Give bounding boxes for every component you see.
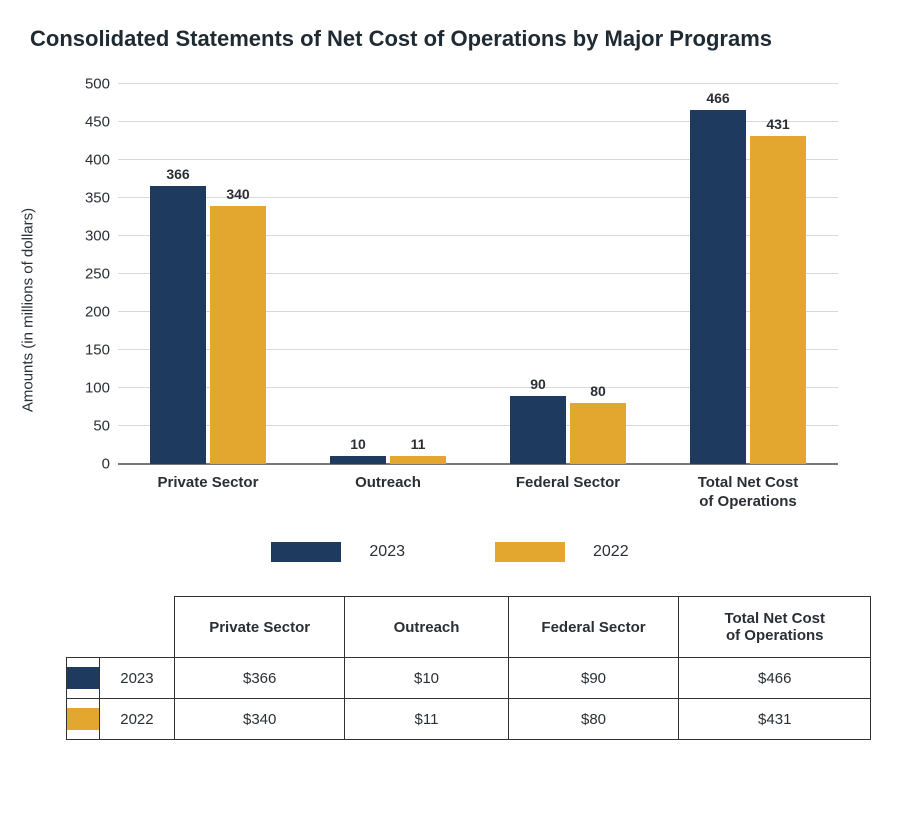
table-cell: $340 [174,699,345,740]
bar-value-label: 340 [226,186,249,206]
bar-chart: Amounts (in millions of dollars) 0501001… [40,70,860,550]
gridline [118,83,838,84]
bar: 340 [210,206,266,464]
bar-value-label: 90 [530,376,546,396]
bar-value-label: 466 [706,90,729,110]
x-category-label: Outreach [308,464,468,493]
bar-group: 9080 [510,396,626,464]
table-column-header: Private Sector [174,597,345,658]
table-year-cell: 2023 [100,658,175,699]
x-category-label: Total Net Costof Operations [668,464,828,512]
bar-group: 466431 [690,110,806,464]
table-row-swatch [67,708,99,730]
legend-item: 2023 [271,542,405,562]
data-table: Private SectorOutreachFederal SectorTota… [66,596,871,740]
table-cell: $90 [508,658,679,699]
bar-value-label: 11 [411,436,426,456]
legend-item: 2022 [495,542,629,562]
table-cell: $10 [345,658,508,699]
table-cell: $466 [679,658,871,699]
legend-swatch [271,542,341,562]
x-category-label: Private Sector [128,464,288,493]
table-header-blank [100,597,175,658]
bar-value-label: 80 [590,383,606,403]
table-cell: $80 [508,699,679,740]
table-cell: $366 [174,658,345,699]
plot-area: 050100150200250300350400450500366340Priv… [118,84,838,465]
table-column-header: Federal Sector [508,597,679,658]
y-tick-label: 0 [102,456,118,473]
table-cell: $11 [345,699,508,740]
y-tick-label: 300 [85,228,118,245]
bar: 466 [690,110,746,464]
table-header-blank [67,597,100,658]
table-row-swatch-cell [67,699,100,740]
bar: 431 [750,136,806,464]
y-tick-label: 450 [85,114,118,131]
y-tick-label: 500 [85,76,118,93]
table-row: 2022$340$11$80$431 [67,699,871,740]
chart-legend: 2023 2022 [40,542,860,562]
bar-value-label: 431 [766,116,789,136]
table-row-swatch-cell [67,658,100,699]
table-column-header: Total Net Costof Operations [679,597,871,658]
y-tick-label: 50 [93,418,118,435]
table-cell: $431 [679,699,871,740]
table-row-swatch [67,667,99,689]
y-tick-label: 350 [85,190,118,207]
legend-swatch [495,542,565,562]
table-header-row: Private SectorOutreachFederal SectorTota… [67,597,871,658]
chart-title: Consolidated Statements of Net Cost of O… [30,26,871,52]
legend-label: 2023 [369,543,405,561]
x-category-label: Federal Sector [488,464,648,493]
bar: 80 [570,403,626,464]
bar: 366 [150,186,206,464]
bar-value-label: 366 [166,166,189,186]
bar-group: 10 11 [330,456,446,464]
y-tick-label: 150 [85,342,118,359]
y-tick-label: 200 [85,304,118,321]
y-axis-label: Amounts (in millions of dollars) [20,208,37,412]
bar: 90 [510,396,566,464]
bar: 11 [390,456,446,464]
table-row: 2023$366$10$90$466 [67,658,871,699]
page: Consolidated Statements of Net Cost of O… [0,0,901,837]
y-tick-label: 100 [85,380,118,397]
y-tick-label: 400 [85,152,118,169]
table-column-header: Outreach [345,597,508,658]
bar: 10 [330,456,386,464]
bar-group: 366340 [150,186,266,464]
bar-value-label: 10 [350,436,366,456]
table-year-cell: 2022 [100,699,175,740]
legend-label: 2022 [593,543,629,561]
y-tick-label: 250 [85,266,118,283]
